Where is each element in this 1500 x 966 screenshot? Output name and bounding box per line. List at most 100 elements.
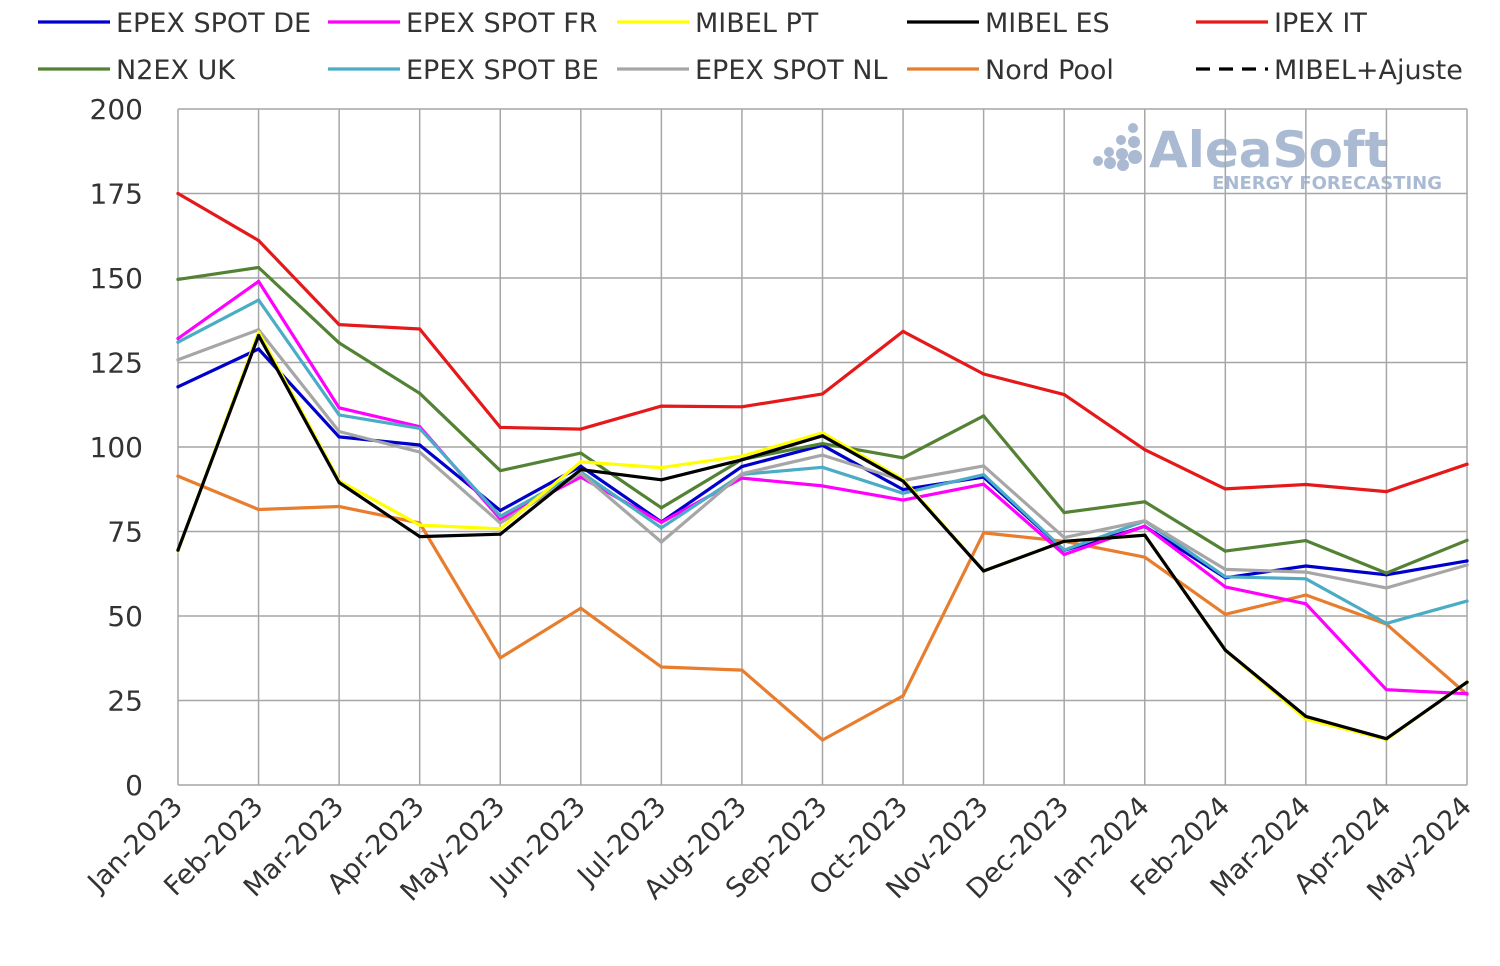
y-tick-label: 100 [90, 431, 143, 464]
data-point-mibel-es [1223, 648, 1227, 652]
data-point-nord-pool [498, 656, 502, 660]
data-point-epex-spot-be [176, 340, 180, 344]
data-point-mibel-es [982, 569, 986, 573]
data-point-epex-spot-fr [337, 406, 341, 410]
legend-item-ipex-it: IPEX IT [1196, 8, 1367, 39]
data-point-n2ex-uk [901, 456, 905, 460]
data-point-ipex-it [498, 425, 502, 429]
data-point-mibel-es [820, 434, 825, 438]
data-point-epex-spot-fr [901, 498, 905, 502]
legend: EPEX SPOT DE EPEX SPOT FR MIBEL PT MIBEL ES… [38, 8, 1463, 86]
legend-label: EPEX SPOT FR [406, 8, 598, 39]
data-point-epex-spot-fr [659, 520, 663, 524]
legend-item-mibel-ajuste: MIBEL+Ajuste [1196, 55, 1463, 86]
data-point-nord-pool [820, 738, 825, 742]
data-point-epex-spot-be [1465, 599, 1469, 603]
data-point-epex-spot-nl [1465, 563, 1469, 567]
data-point-ipex-it [579, 427, 583, 431]
data-point-ipex-it [176, 191, 180, 196]
y-tick-label: 175 [90, 178, 143, 211]
data-point-epex-spot-nl [337, 429, 341, 434]
legend-label: MIBEL PT [695, 8, 819, 39]
data-point-mibel-pt [498, 527, 502, 531]
data-point-epex-spot-be [1384, 621, 1389, 626]
data-point-ipex-it [901, 329, 905, 334]
y-tick-label: 125 [90, 347, 143, 380]
data-point-epex-spot-fr [256, 279, 261, 283]
y-axis-ticks: 0 25 50 75 100 125 150 175 200 [90, 93, 143, 802]
data-point-mibel-pt [418, 523, 422, 527]
data-point-epex-spot-nl [1143, 519, 1147, 523]
data-point-n2ex-uk [256, 265, 261, 270]
data-point-n2ex-uk [1143, 500, 1147, 504]
watermark-brand: AleaSoft [1149, 121, 1389, 179]
data-point-epex-spot-fr [1223, 585, 1227, 589]
data-point-epex-spot-be [982, 473, 986, 477]
data-point-mibel-es [1143, 533, 1147, 537]
data-point-epex-spot-de [579, 464, 583, 468]
data-point-n2ex-uk [820, 442, 825, 446]
data-point-nord-pool [256, 507, 261, 512]
data-point-epex-spot-nl [1304, 570, 1308, 574]
series-lines [176, 191, 1469, 742]
data-point-epex-spot-de [498, 508, 502, 513]
data-point-epex-spot-nl [498, 521, 502, 525]
data-point-epex-spot-fr [1143, 524, 1147, 528]
data-point-n2ex-uk [418, 391, 422, 395]
data-point-epex-spot-fr [820, 484, 825, 488]
data-point-ipex-it [1062, 393, 1066, 397]
data-point-epex-spot-fr [498, 517, 502, 521]
y-tick-label: 0 [125, 769, 143, 802]
data-point-epex-spot-nl [256, 328, 261, 332]
data-point-ipex-it [1384, 490, 1389, 494]
y-tick-label: 25 [107, 685, 143, 718]
data-point-mibel-pt [659, 466, 663, 470]
data-point-epex-spot-de [740, 465, 744, 469]
data-point-epex-spot-nl [659, 540, 663, 544]
data-point-epex-spot-be [418, 426, 422, 431]
legend-label: EPEX SPOT NL [695, 55, 887, 86]
data-point-epex-spot-fr [1304, 602, 1308, 606]
data-point-n2ex-uk [176, 277, 180, 281]
data-point-nord-pool [659, 665, 663, 669]
data-point-epex-spot-be [256, 298, 261, 302]
data-point-ipex-it [1223, 487, 1227, 491]
legend-item-epex-spot-de: EPEX SPOT DE [38, 8, 311, 39]
data-point-n2ex-uk [1465, 538, 1469, 542]
data-point-n2ex-uk [498, 469, 502, 473]
data-point-epex-spot-de [337, 435, 341, 439]
data-point-epex-spot-be [1062, 548, 1066, 552]
data-point-mibel-pt [1304, 717, 1308, 721]
data-point-n2ex-uk [1223, 549, 1227, 553]
data-point-mibel-es [901, 479, 905, 483]
data-point-epex-spot-nl [1223, 567, 1227, 571]
data-point-ipex-it [820, 392, 825, 396]
data-point-nord-pool [176, 474, 180, 478]
data-point-epex-spot-nl [176, 358, 180, 362]
aleasoft-logo-dots [1093, 123, 1142, 171]
data-point-mibel-es [1465, 680, 1469, 684]
x-axis-ticks: Jan-2023Feb-2023Mar-2023Apr-2023May-2023… [81, 791, 1478, 908]
legend-item-nord-pool: Nord Pool [907, 55, 1114, 86]
legend-label: MIBEL+Ajuste [1274, 55, 1463, 86]
data-point-n2ex-uk [579, 451, 583, 455]
legend-label: MIBEL ES [985, 8, 1110, 39]
data-point-mibel-pt [820, 431, 825, 435]
data-point-n2ex-uk [337, 341, 341, 345]
data-point-n2ex-uk [1062, 510, 1066, 515]
data-point-ipex-it [982, 372, 986, 376]
data-point-epex-spot-nl [820, 453, 825, 457]
grid [177, 108, 1468, 786]
aleasoft-watermark: AleaSoft ENERGY FORECASTING [1093, 121, 1442, 194]
legend-item-epex-spot-nl: EPEX SPOT NL [617, 55, 887, 86]
data-point-epex-spot-nl [418, 450, 422, 454]
data-point-nord-pool [982, 531, 986, 535]
data-point-mibel-es [418, 534, 422, 539]
data-point-n2ex-uk [1304, 539, 1308, 543]
data-point-epex-spot-be [1304, 577, 1308, 581]
data-point-epex-spot-nl [982, 464, 986, 468]
data-point-epex-spot-de [418, 443, 422, 447]
data-point-nord-pool [1143, 555, 1147, 559]
data-point-ipex-it [1304, 482, 1308, 487]
data-point-ipex-it [1465, 462, 1469, 466]
